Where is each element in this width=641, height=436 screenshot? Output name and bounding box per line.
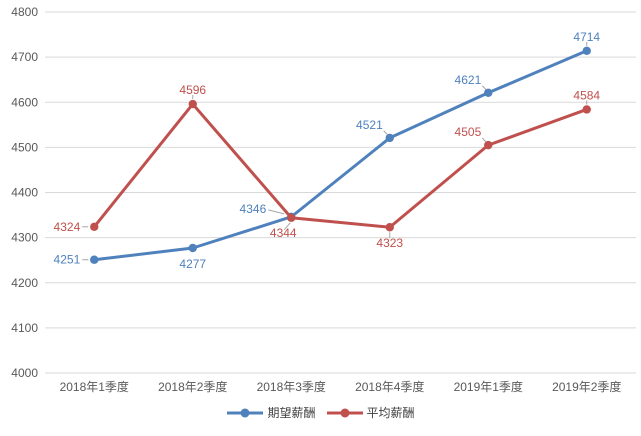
legend-item-average-salary: 平均薪酬 [326,404,415,421]
data-label: 4621 [455,73,482,87]
y-tick-label: 4300 [11,231,38,245]
data-point-marker [90,222,99,231]
data-label: 4251 [54,253,81,267]
data-point-marker [188,99,197,109]
data-label: 4344 [270,226,297,240]
y-tick-label: 4700 [11,50,38,64]
data-label: 4596 [179,83,206,97]
data-label: 4714 [573,30,600,44]
data-point-marker [188,243,197,253]
series-line [92,49,589,262]
x-tick-label: 2018年1季度 [60,379,129,394]
label-leader-line [481,85,487,91]
data-label: 4346 [240,202,267,216]
legend: 期望薪酬 平均薪酬 [0,404,641,421]
average-salary-line-marker-icon [326,408,363,417]
label-leader-line [481,137,487,143]
data-point-marker [582,46,591,56]
data-label: 4584 [573,88,600,102]
label-leader-line [268,209,285,215]
legend-label-average-salary: 平均薪酬 [366,406,415,420]
legend-item-expected-salary: 期望薪酬 [226,404,316,421]
series-line [92,102,589,229]
x-tick-label: 2018年3季度 [257,379,326,394]
expected-salary-line-marker-icon [227,408,264,417]
data-point-marker [287,213,296,222]
data-label: 4505 [455,125,482,139]
y-tick-label: 4200 [11,276,38,290]
data-label: 4521 [356,118,383,132]
y-tick-label: 4000 [11,366,38,380]
data-point-marker [385,133,394,143]
y-tick-label: 4600 [11,95,38,109]
y-tick-label: 4800 [11,5,38,19]
data-point-marker [484,88,493,97]
label-leader-line [283,222,291,231]
x-tick-label: 2019年1季度 [454,379,523,394]
data-point-marker [484,140,493,150]
x-tick-label: 2018年4季度 [355,379,424,394]
data-label: 4324 [54,220,81,234]
legend-label-expected-salary: 期望薪酬 [267,406,316,420]
data-point-marker [385,223,394,232]
y-tick-label: 4400 [11,186,38,200]
y-tick-label: 4500 [11,140,38,154]
label-leader-line [383,130,389,136]
data-point-marker [90,255,99,264]
data-label: 4323 [376,236,403,250]
x-tick-label: 2018年2季度 [158,379,227,394]
y-tick-label: 4100 [11,321,38,335]
x-tick-label: 2019年2季度 [552,379,621,394]
data-label: 4277 [179,257,206,271]
data-point-marker [582,105,591,114]
